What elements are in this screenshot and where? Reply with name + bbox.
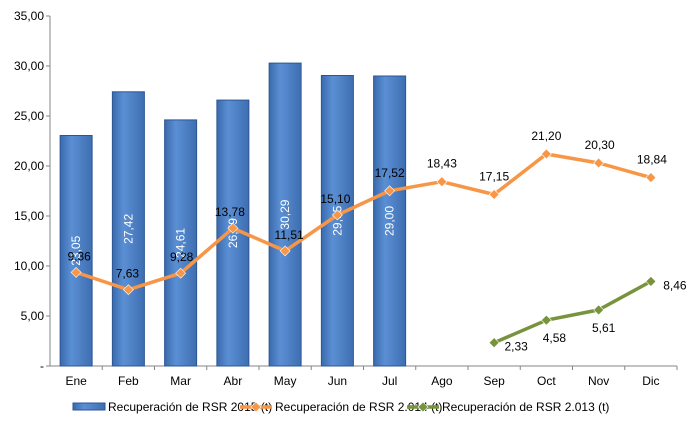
line-series [70, 148, 657, 349]
y-tick-label: 20,00 [14, 159, 44, 173]
line-data-label: 20,30 [585, 138, 615, 152]
point-recuperacion-de-rsr-2-014-t-sep [488, 189, 500, 200]
line-data-label: 17,15 [479, 170, 509, 184]
line-data-label: 8,46 [663, 278, 687, 292]
y-tick-label: - [40, 359, 44, 373]
bar-data-label: 24,61 [174, 228, 188, 258]
line-data-label: 9,28 [170, 250, 194, 264]
x-tick-label: Nov [588, 374, 609, 388]
line-data-label: 4,58 [543, 331, 567, 345]
line-data-label: 17,52 [375, 166, 405, 180]
legend-label: Recuperación de RSR 2.014 (t) [275, 400, 442, 414]
line-data-label: 11,51 [275, 228, 304, 242]
point-recuperacion-de-rsr-2-014-t-jun [331, 209, 343, 221]
line-data-label: 5,61 [592, 321, 616, 335]
line-recuperacion-de-rsr-2-014-t [74, 152, 653, 292]
point-recuperacion-de-rsr-2-014-t-jul [384, 185, 396, 197]
bar-data-label: 29,00 [383, 206, 397, 236]
line-data-label: 7,63 [116, 267, 140, 281]
line-data-label: 21,20 [531, 129, 561, 143]
point-recuperacion-de-rsr-2-014-t-abr [227, 222, 239, 234]
line-recuperacion-de-rsr-2-013-t [492, 279, 653, 345]
x-tick-label: Jul [382, 374, 397, 388]
point-recuperacion-de-rsr-2-013-t-nov [593, 304, 605, 316]
bar-data-label: 30,29 [278, 199, 292, 229]
y-tick-label: 35,00 [14, 9, 44, 23]
y-tick-label: 30,00 [14, 59, 44, 73]
legend-label: Recuperación de RSR 2.013 (t) [442, 400, 609, 414]
point-recuperacion-de-rsr-2-014-t-ene [70, 266, 82, 278]
x-tick-label: Mar [170, 374, 191, 388]
y-tick-label: 10,00 [14, 259, 44, 273]
line-data-label: 13,78 [215, 205, 245, 219]
line-data-label: 18,43 [427, 157, 457, 171]
bar-series [59, 62, 407, 367]
x-tick-label: Jun [328, 374, 347, 388]
x-tick-label: May [274, 374, 297, 388]
legend-swatch-recuperacion-de-rsr-2015-t [72, 402, 106, 411]
point-recuperacion-de-rsr-2-014-t-dic [645, 172, 657, 184]
x-tick-label: Ene [65, 374, 87, 388]
line-labels: 9,36 7,63 9,28 13,78 11,51 15,10 17,52 18,43 17,… [67, 129, 686, 354]
y-tick-label: 15,00 [14, 209, 44, 223]
axes: - 5,00 10,00 15,00 20,00 25,00 30,00 35,00 Ene Fe… [14, 9, 678, 388]
x-tick-label: Feb [118, 374, 139, 388]
y-tick-label: 25,00 [14, 109, 44, 123]
line-data-label: 2,33 [504, 340, 528, 354]
x-tick-label: Oct [537, 374, 556, 388]
line-data-label: 9,36 [67, 249, 91, 263]
legend-marker-recuperacion-de-rsr-2-013-t [417, 401, 429, 413]
bar-feb [111, 91, 145, 367]
point-recuperacion-de-rsr-2-014-t-feb [122, 284, 134, 296]
bar-may [268, 62, 302, 367]
legend-marker-recuperacion-de-rsr-2-014-t [250, 401, 262, 413]
legend: Recuperación de RSR 2015 (t) Recuperación… [72, 400, 609, 414]
bar-data-label: 23,05 [69, 235, 83, 265]
bar-mar [164, 119, 198, 367]
y-tick-label: 5,00 [21, 309, 45, 323]
line-data-label: 18,84 [637, 153, 667, 167]
point-recuperacion-de-rsr-2-014-t-oct [540, 148, 552, 160]
x-tick-label: Sep [483, 374, 505, 388]
point-recuperacion-de-rsr-2-014-t-mar [175, 267, 187, 279]
point-recuperacion-de-rsr-2-013-t-dic [645, 275, 657, 287]
point-recuperacion-de-rsr-2-014-t-may [279, 245, 291, 257]
legend-label: Recuperación de RSR 2015 (t) [108, 400, 272, 414]
point-recuperacion-de-rsr-2-014-t-nov [593, 157, 605, 169]
bar-ene [59, 135, 93, 367]
x-tick-label: Dic [642, 374, 659, 388]
bar-jul [373, 75, 407, 367]
point-recuperacion-de-rsr-2-013-t-sep [488, 337, 500, 349]
line-data-label: 15,10 [320, 192, 350, 206]
point-recuperacion-de-rsr-2-013-t-oct [540, 314, 552, 326]
point-recuperacion-de-rsr-2-014-t-ago [436, 176, 448, 188]
x-tick-label: Ago [431, 374, 453, 388]
x-tick-label: Abr [224, 374, 243, 388]
bar-data-label: 27,42 [121, 214, 135, 244]
